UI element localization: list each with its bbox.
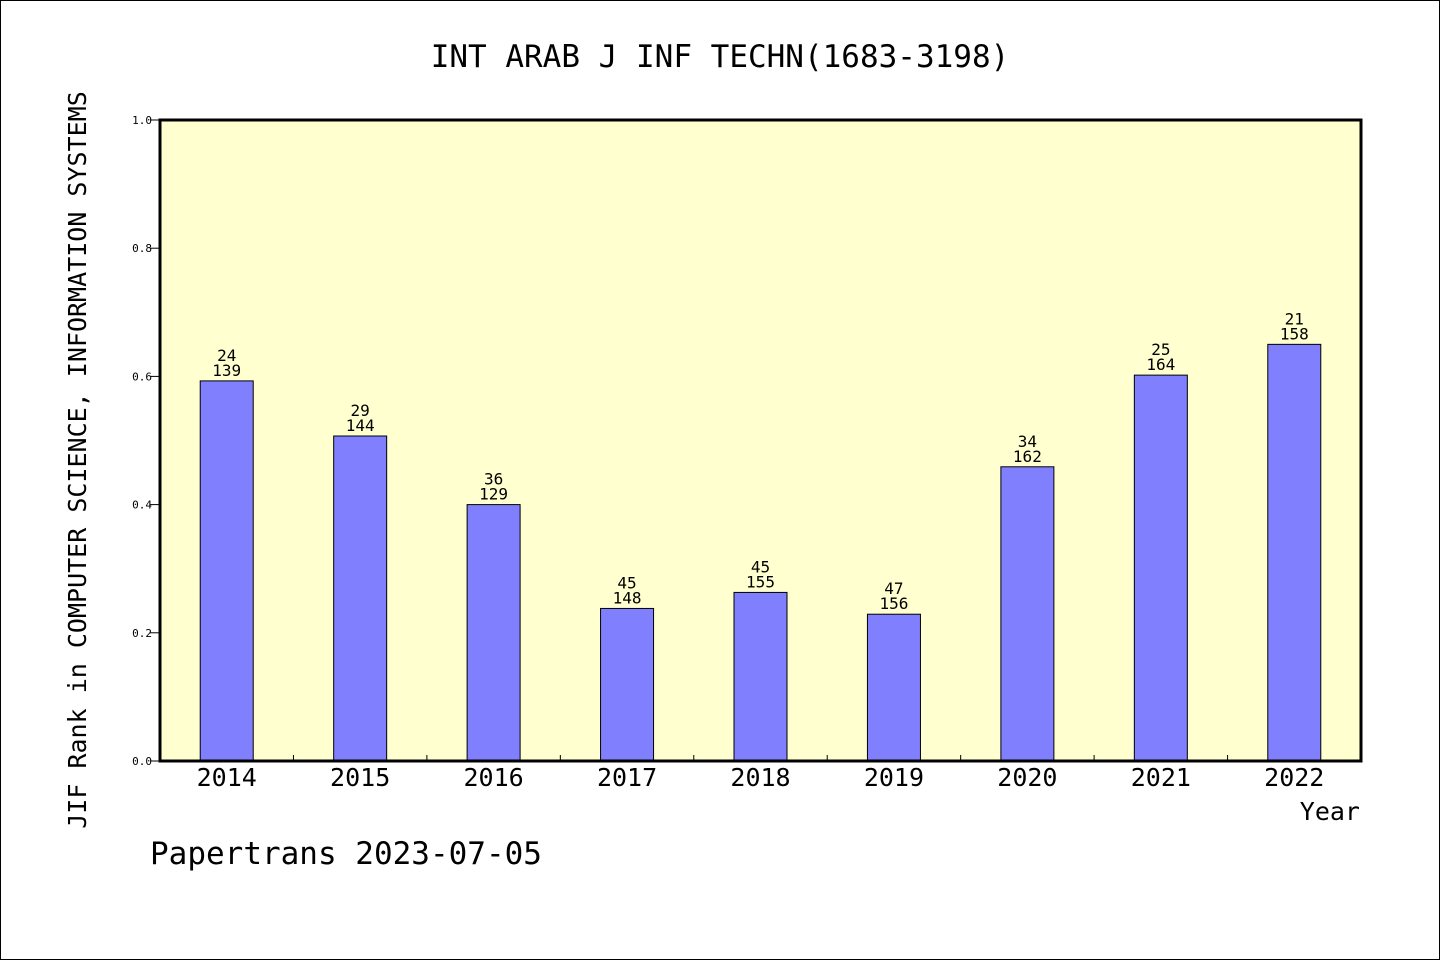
x-tick-label-2022: 2022 (1264, 763, 1324, 792)
bar-2014 (199, 380, 254, 762)
bar-label-bottom-2020: 162 (1013, 447, 1042, 466)
y-tick-label-1.0: 1.0 (132, 114, 152, 127)
bar-label-top-2017: 45 (617, 573, 636, 592)
bar-label-top-2019: 47 (884, 579, 903, 598)
footer-text: Papertrans 2023-07-05 (150, 836, 542, 872)
x-tick-label-2018: 2018 (730, 763, 790, 792)
x-axis-label: Year (1300, 797, 1360, 826)
bar-label-top-2016: 36 (484, 470, 503, 489)
bar-2019 (866, 613, 921, 762)
bar-label-top-2015: 29 (351, 401, 370, 420)
y-tick-label-0.2: 0.2 (132, 627, 152, 640)
bar-label-bottom-2021: 164 (1146, 355, 1175, 374)
bar-label-bottom-2015: 144 (346, 416, 375, 435)
bar-label-top-2018: 45 (751, 557, 770, 576)
x-tick-label-2014: 2014 (197, 763, 257, 792)
x-tick-label-2017: 2017 (597, 763, 657, 792)
bar-2021 (1133, 374, 1188, 762)
y-tick-label-0.8: 0.8 (132, 242, 152, 255)
x-tick-label-2015: 2015 (330, 763, 390, 792)
y-tick-label-0.4: 0.4 (132, 499, 152, 512)
y-tick-label-0.6: 0.6 (132, 370, 152, 383)
bar-label-bottom-2022: 158 (1280, 324, 1309, 343)
bar-label-bottom-2014: 139 (212, 361, 241, 380)
x-tick-label-2020: 2020 (997, 763, 1057, 792)
x-tick-label-2016: 2016 (464, 763, 524, 792)
bar-2020 (1000, 466, 1055, 762)
y-tick-label-0.0: 0.0 (132, 755, 152, 768)
bar-2016 (466, 504, 521, 762)
bar-label-top-2020: 34 (1018, 432, 1037, 451)
x-tick-label-2019: 2019 (864, 763, 924, 792)
bar-label-bottom-2018: 155 (746, 572, 775, 591)
bar-label-bottom-2016: 129 (479, 485, 508, 504)
chart-title: INT ARAB J INF TECHN(1683-3198) (431, 39, 1010, 75)
bar-2018 (733, 591, 788, 762)
bar-2022 (1267, 343, 1322, 762)
bar-label-top-2022: 21 (1285, 309, 1304, 328)
bar-label-top-2014: 24 (217, 346, 236, 365)
x-tick-label-2021: 2021 (1131, 763, 1191, 792)
plot-border (158, 118, 1363, 763)
bar-2017 (600, 607, 655, 762)
bar-label-bottom-2019: 156 (879, 594, 908, 613)
bar-2015 (333, 435, 388, 762)
y-axis-label: JIF Rank in COMPUTER SCIENCE, INFORMATIO… (63, 91, 92, 829)
bar-label-top-2021: 25 (1151, 340, 1170, 359)
bar-label-bottom-2017: 148 (613, 588, 642, 607)
